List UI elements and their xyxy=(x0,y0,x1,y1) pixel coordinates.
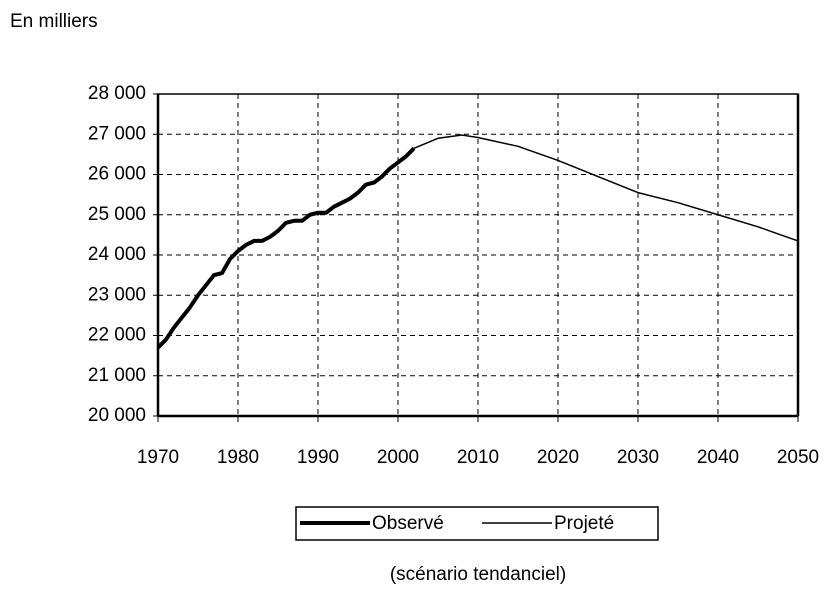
y-tick-label: 24 000 xyxy=(88,244,146,265)
y-tick-label: 26 000 xyxy=(88,164,146,185)
y-tick-label: 25 000 xyxy=(88,204,146,225)
y-axis-label: En milliers xyxy=(10,11,98,32)
y-tick-label: 28 000 xyxy=(88,83,146,104)
legend-label: Projeté xyxy=(554,513,614,534)
y-tick-label: 20 000 xyxy=(88,405,146,426)
series-line xyxy=(156,146,416,349)
x-tick-label: 1990 xyxy=(297,447,339,468)
x-tick-label: 2000 xyxy=(377,447,419,468)
x-tick-label: 1980 xyxy=(217,447,259,468)
legend-label: Observé xyxy=(372,513,444,534)
y-tick-label: 23 000 xyxy=(88,284,146,305)
note: (scénario tendanciel) xyxy=(390,564,566,585)
x-tick-label: 2040 xyxy=(697,447,739,468)
x-tick-label: 2050 xyxy=(777,447,819,468)
x-tick-label: 2030 xyxy=(617,447,659,468)
y-tick-label: 21 000 xyxy=(88,365,146,386)
y-tick-label: 22 000 xyxy=(88,325,146,346)
y-tick-label: 27 000 xyxy=(88,123,146,144)
series-line xyxy=(413,134,799,242)
x-tick-label: 2010 xyxy=(457,447,499,468)
x-tick-label: 2020 xyxy=(537,447,579,468)
x-tick-label: 1970 xyxy=(137,447,179,468)
